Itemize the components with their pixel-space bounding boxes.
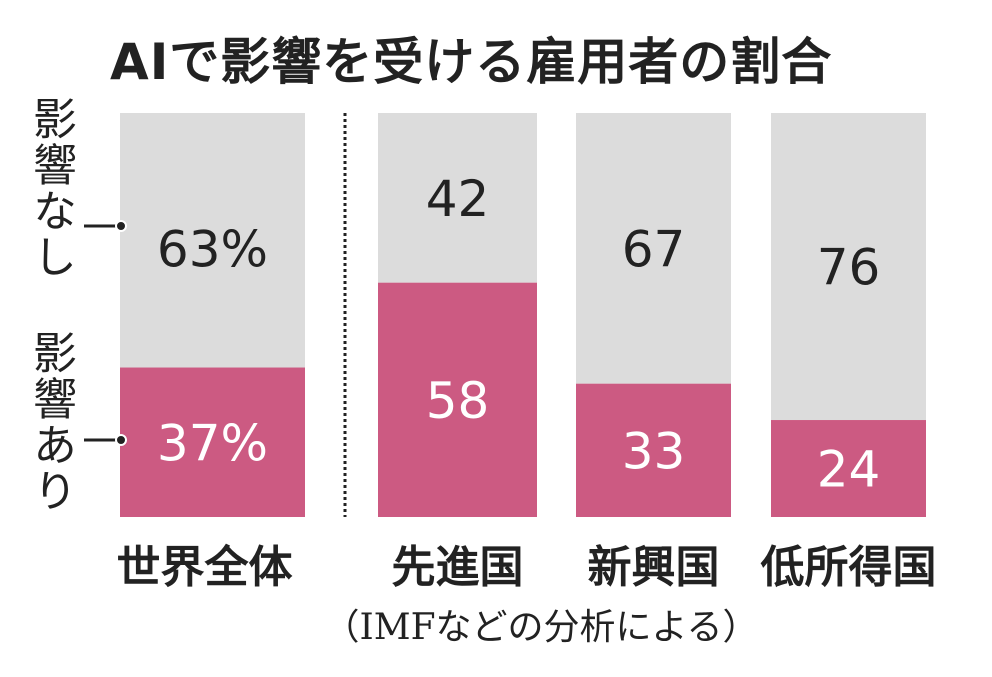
bar-no-impact [576,113,731,384]
bar-impact [378,282,537,517]
category-label: 新興国 [588,542,720,593]
bar-no-impact [378,113,537,283]
data-label-no-impact: 67 [622,220,686,278]
data-label-impact: 33 [622,422,686,480]
legend-label-no-impact: 影響なし [25,96,76,280]
bar-impact [120,367,305,517]
data-label-no-impact: 76 [817,239,881,297]
category-label: 先進国 [392,542,524,593]
category-label: 世界全体 [117,542,293,593]
data-label-no-impact: 42 [426,170,490,228]
legend-leader-dot [115,434,127,446]
category-label: 低所得国 [761,542,937,593]
legend-leader-dot [115,220,127,232]
chart-title: AIで影響を受ける雇用者の割合 [110,33,833,91]
source-note: （IMFなどの分析による） [323,607,759,648]
bar-impact [576,383,731,517]
bar-no-impact [120,113,305,368]
data-label-impact: 58 [426,372,490,430]
data-label-impact: 37% [157,414,268,472]
bar-impact [771,420,926,517]
bar-no-impact [771,113,926,421]
data-label-impact: 24 [817,441,881,499]
data-label-no-impact: 63% [157,220,268,278]
legend-label-impact: 影響あり [25,330,76,514]
